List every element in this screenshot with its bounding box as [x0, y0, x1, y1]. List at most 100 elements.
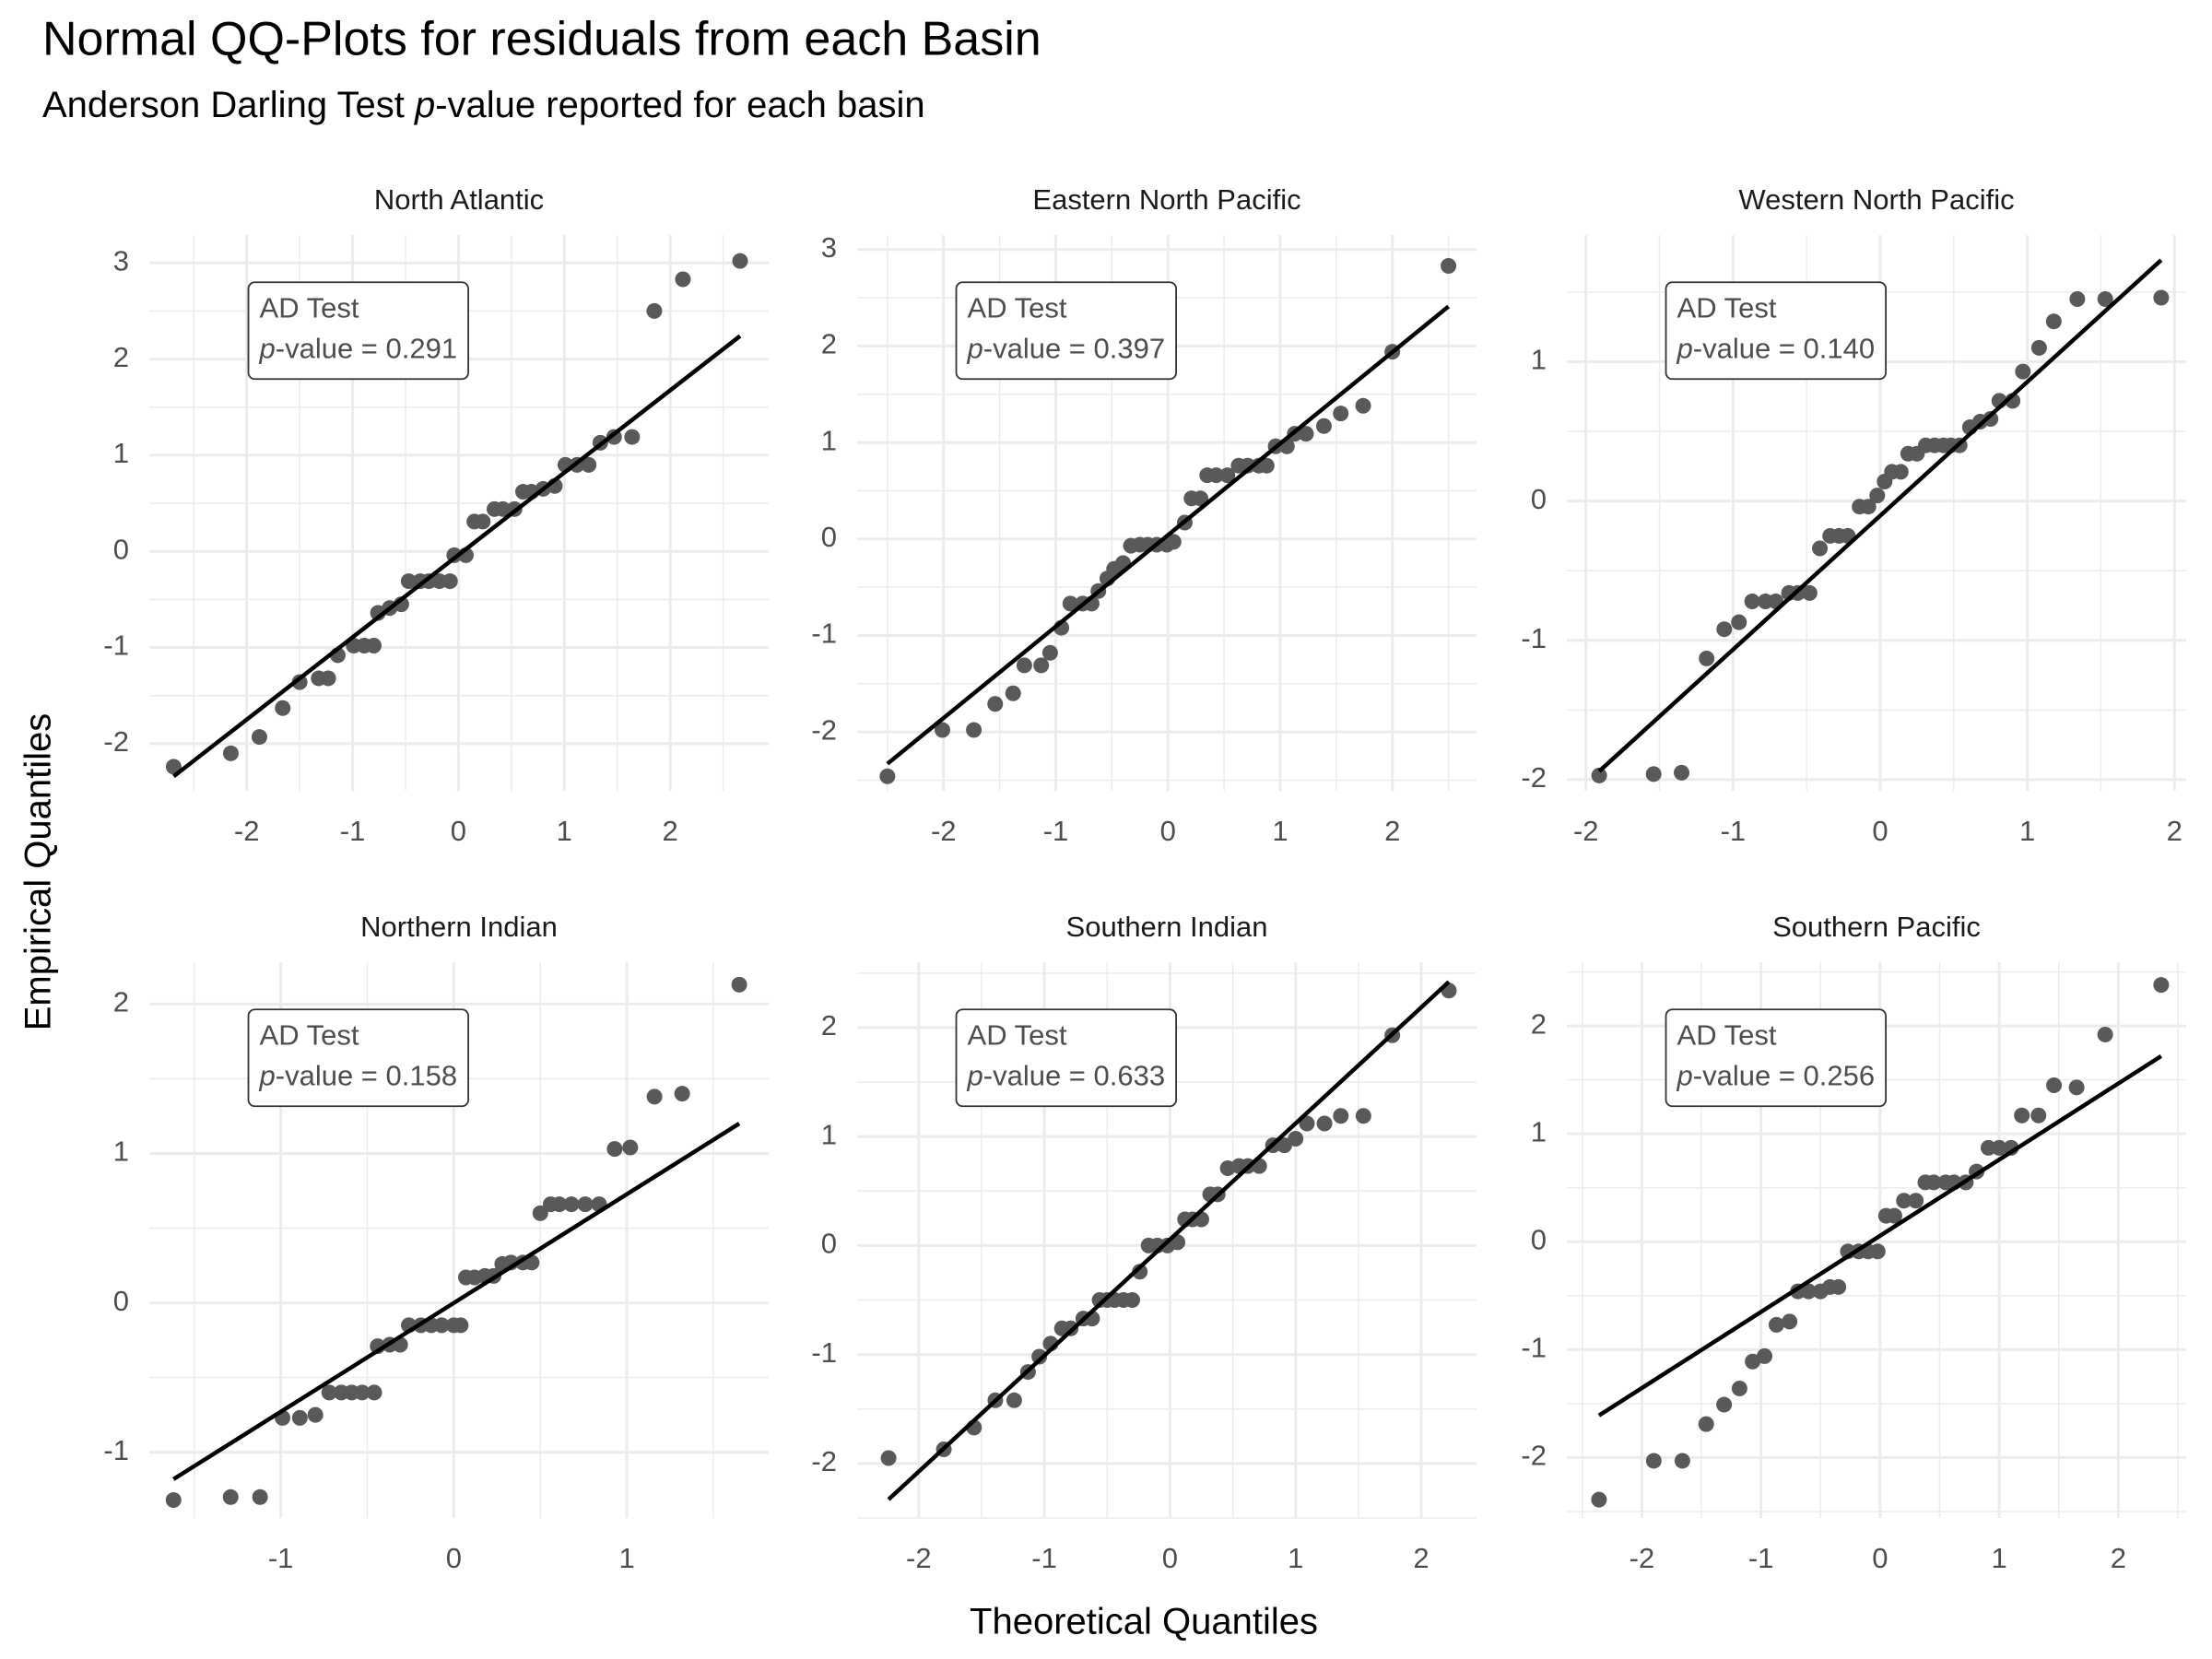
point: [1062, 595, 1078, 612]
point: [1980, 1139, 1996, 1156]
reference-line: [887, 980, 1451, 1501]
point: [551, 1196, 568, 1213]
point: [2046, 1077, 2063, 1093]
point: [2097, 291, 2113, 308]
point: [563, 1196, 580, 1213]
x-tick-label: 0: [446, 1542, 462, 1574]
y-tick-label: -1: [811, 618, 837, 650]
point: [433, 1317, 450, 1334]
annotation-text: p-value = 0.633: [967, 1059, 1166, 1091]
point: [731, 976, 747, 993]
point: [1298, 426, 1314, 442]
panel-title: Western North Pacific: [1738, 183, 2014, 216]
x-tick-label: 2: [2111, 1542, 2126, 1574]
point: [1674, 1453, 1690, 1469]
point: [1744, 593, 1760, 609]
point: [366, 637, 382, 653]
x-tick-label: 2: [663, 815, 678, 847]
point: [2069, 291, 2086, 308]
point: [1896, 1193, 1912, 1209]
point: [2045, 313, 2062, 330]
point: [1208, 467, 1225, 484]
point: [1355, 1108, 1371, 1124]
y-tick-label: 0: [1531, 1223, 1547, 1255]
reference-line: [1597, 1053, 2163, 1418]
annotation-text: p-value = 0.140: [1677, 332, 1876, 364]
point: [2030, 1107, 2047, 1124]
y-tick-label: 3: [821, 231, 837, 264]
y-tick-label: -1: [1521, 622, 1547, 654]
annotation-box: [955, 1008, 1178, 1108]
annotation-text: AD Test: [968, 1018, 1067, 1051]
point: [1165, 534, 1182, 550]
y-tick-label: 2: [113, 341, 129, 373]
y-tick-label: 1: [1531, 344, 1547, 376]
x-tick-label: -1: [1043, 815, 1069, 847]
x-axis-label: Theoretical Quantiles: [970, 1602, 1318, 1642]
panel-title: Southern Indian: [1066, 911, 1268, 943]
point: [1908, 1193, 1924, 1209]
point: [321, 1384, 337, 1401]
x-tick-label: -2: [1573, 815, 1599, 847]
point: [646, 302, 663, 319]
y-tick-label: -2: [1521, 761, 1547, 794]
panel: Eastern North Pacific -2 -1 0 1 2 -2 -1 0 1 2 3 AD T…: [811, 183, 1477, 847]
x-tick-label: -1: [1721, 815, 1747, 847]
point: [252, 1488, 268, 1505]
point: [495, 500, 512, 517]
point: [2097, 1026, 2113, 1042]
point: [475, 513, 491, 530]
annotation-text: AD Test: [260, 1018, 359, 1051]
panel: Northern Indian -1 0 1 -1 0 1 2 AD Test p-value =…: [103, 911, 769, 1574]
y-tick-label: -1: [1521, 1332, 1547, 1364]
point: [880, 1450, 897, 1466]
point: [1333, 406, 1349, 422]
annotation-box: [247, 281, 470, 381]
y-tick-label: 2: [113, 986, 129, 1018]
y-tick-label: 2: [821, 328, 837, 360]
x-tick-label: 0: [1160, 815, 1176, 847]
annotation-text: p-value = 0.291: [259, 332, 458, 364]
x-tick-label: -2: [1630, 1542, 1655, 1574]
point: [222, 745, 239, 761]
point: [366, 1384, 382, 1401]
panel: Western North Pacific -2 -1 0 1 2 -2 -1 0 1 AD Tes…: [1521, 183, 2186, 847]
y-tick-label: 0: [1531, 483, 1547, 515]
annotation-text: AD Test: [1677, 291, 1777, 324]
point: [1731, 1380, 1747, 1396]
x-tick-label: 1: [2019, 815, 2035, 847]
annotation-box: [955, 281, 1178, 381]
reference-line: [886, 304, 1450, 766]
y-tick-label: 0: [821, 521, 837, 553]
point: [1698, 1416, 1714, 1432]
point: [935, 722, 951, 738]
x-tick-label: 0: [1162, 1542, 1178, 1574]
point: [1860, 499, 1877, 515]
point: [2153, 289, 2170, 306]
point: [2015, 363, 2031, 380]
point: [2153, 977, 2170, 994]
point: [1193, 490, 1209, 507]
y-tick-label: -1: [103, 1434, 129, 1466]
x-tick-label: -1: [340, 815, 366, 847]
y-tick-label: 3: [113, 244, 129, 276]
y-tick-label: -2: [1521, 1440, 1547, 1472]
y-tick-label: 0: [113, 1285, 129, 1317]
y-tick-label: 1: [113, 1135, 129, 1168]
point: [646, 1088, 663, 1105]
point: [1800, 1283, 1817, 1300]
point: [1699, 650, 1715, 666]
point: [577, 1196, 594, 1213]
point: [1031, 1348, 1048, 1365]
panel-title: Southern Pacific: [1772, 911, 1981, 943]
reference-line: [172, 334, 742, 779]
x-tick-label: 2: [1384, 815, 1400, 847]
panel: Southern Indian -2 -1 0 1 2 -2 -1 0 1 2 AD Test p-va…: [811, 911, 1477, 1574]
point: [879, 768, 896, 784]
y-tick-label: 1: [821, 1118, 837, 1150]
point: [1645, 1453, 1662, 1469]
panel-title: Eastern North Pacific: [1032, 183, 1300, 216]
point: [674, 1086, 690, 1102]
point: [1716, 621, 1733, 638]
